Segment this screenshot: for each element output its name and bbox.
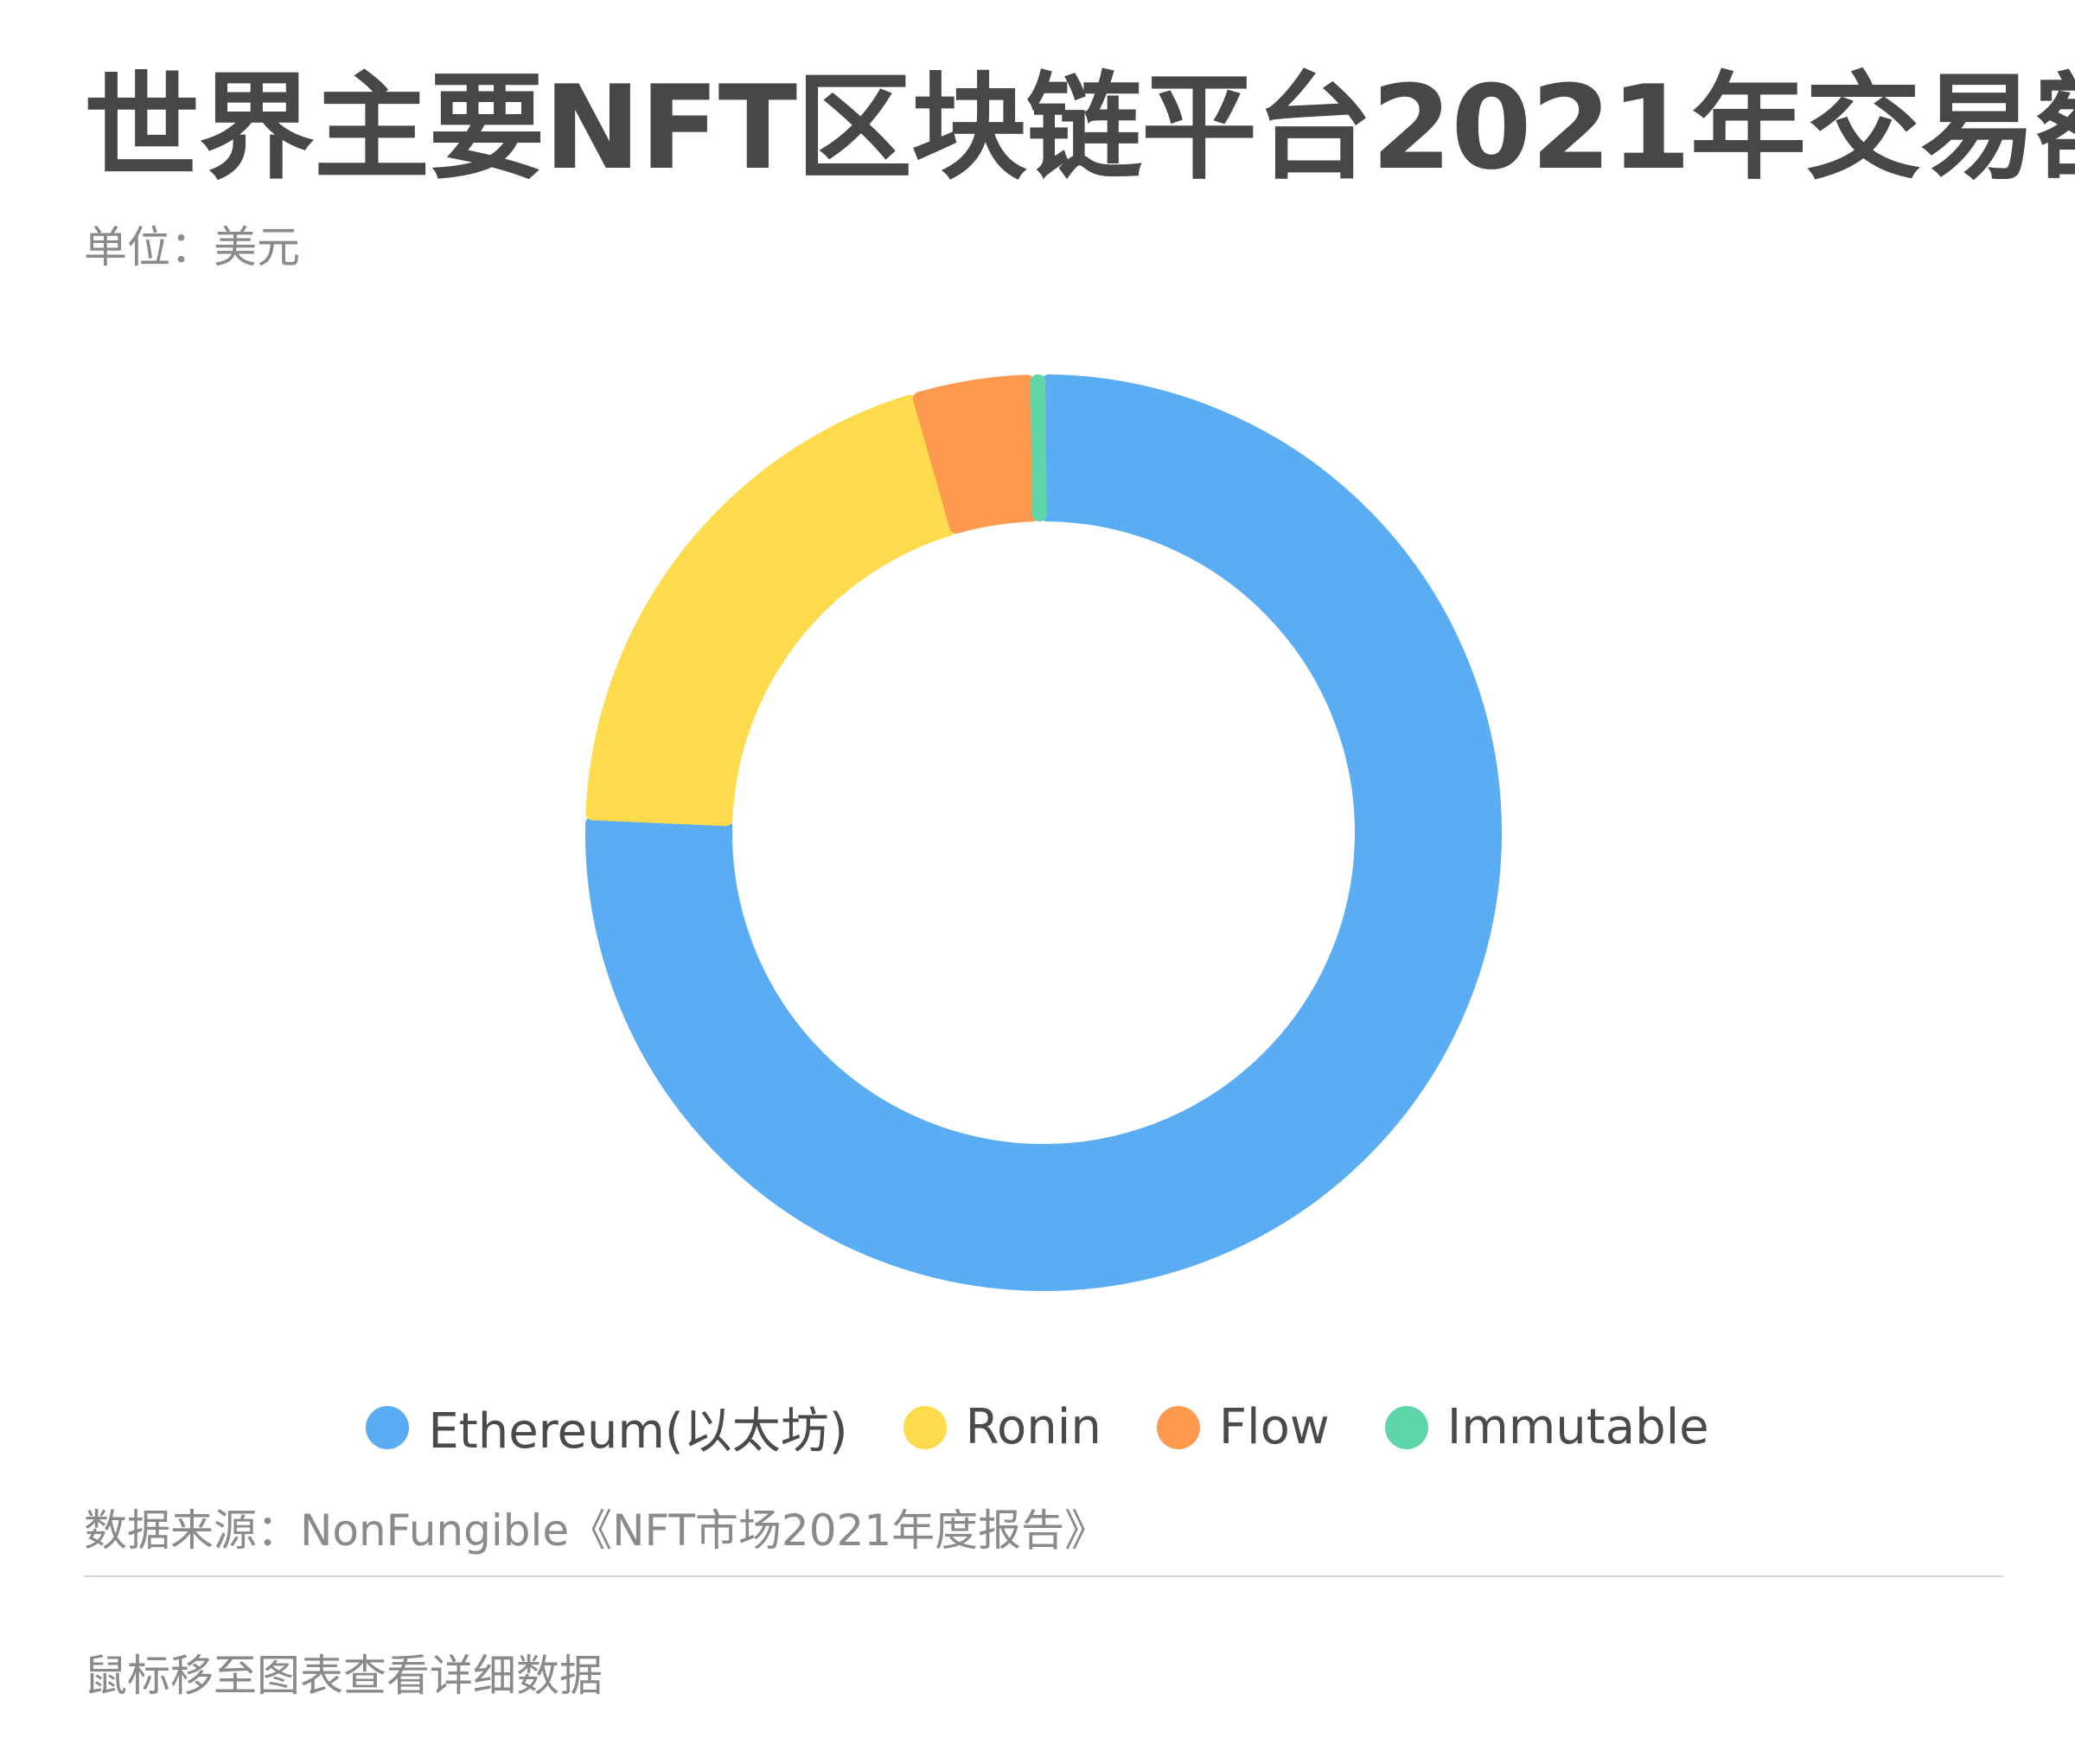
divider	[84, 1575, 2003, 1577]
hover-hint: 鼠标移至图表查看详细数据	[84, 1651, 603, 1701]
legend-dot-ronin	[903, 1405, 947, 1449]
legend-label-immutable: Immutable	[1446, 1399, 1709, 1455]
legend-item-ronin[interactable]: Ronin	[903, 1399, 1101, 1455]
legend-label-flow: Flow	[1218, 1399, 1330, 1455]
chart-subtitle: 单位：美元	[84, 222, 300, 272]
slice-ethereum[interactable]	[585, 374, 1502, 1291]
legend-dot-immutable	[1384, 1405, 1428, 1449]
slice-flow[interactable]	[912, 374, 1039, 534]
legend-item-immutable[interactable]: Immutable	[1384, 1399, 1709, 1455]
legend: Ethereum(以太坊) Ronin Flow Immutable	[0, 1392, 2075, 1462]
donut-chart[interactable]	[0, 0, 2075, 1349]
chart-title: 世界主要NFT区块链平台2021年交易额	[84, 61, 2075, 195]
legend-item-ethereum[interactable]: Ethereum(以太坊)	[366, 1392, 848, 1462]
slice-immutable[interactable]	[1030, 374, 1047, 522]
legend-dot-ethereum	[366, 1405, 410, 1449]
legend-item-flow[interactable]: Flow	[1156, 1399, 1330, 1455]
legend-dot-flow	[1156, 1405, 1200, 1449]
legend-label-ethereum: Ethereum(以太坊)	[428, 1403, 848, 1460]
slice-ronin[interactable]	[585, 394, 957, 827]
legend-label-ronin: Ronin	[965, 1399, 1101, 1455]
data-source: 数据来源：NonFungible《NFT市场2021年度报告》	[84, 1505, 1108, 1556]
